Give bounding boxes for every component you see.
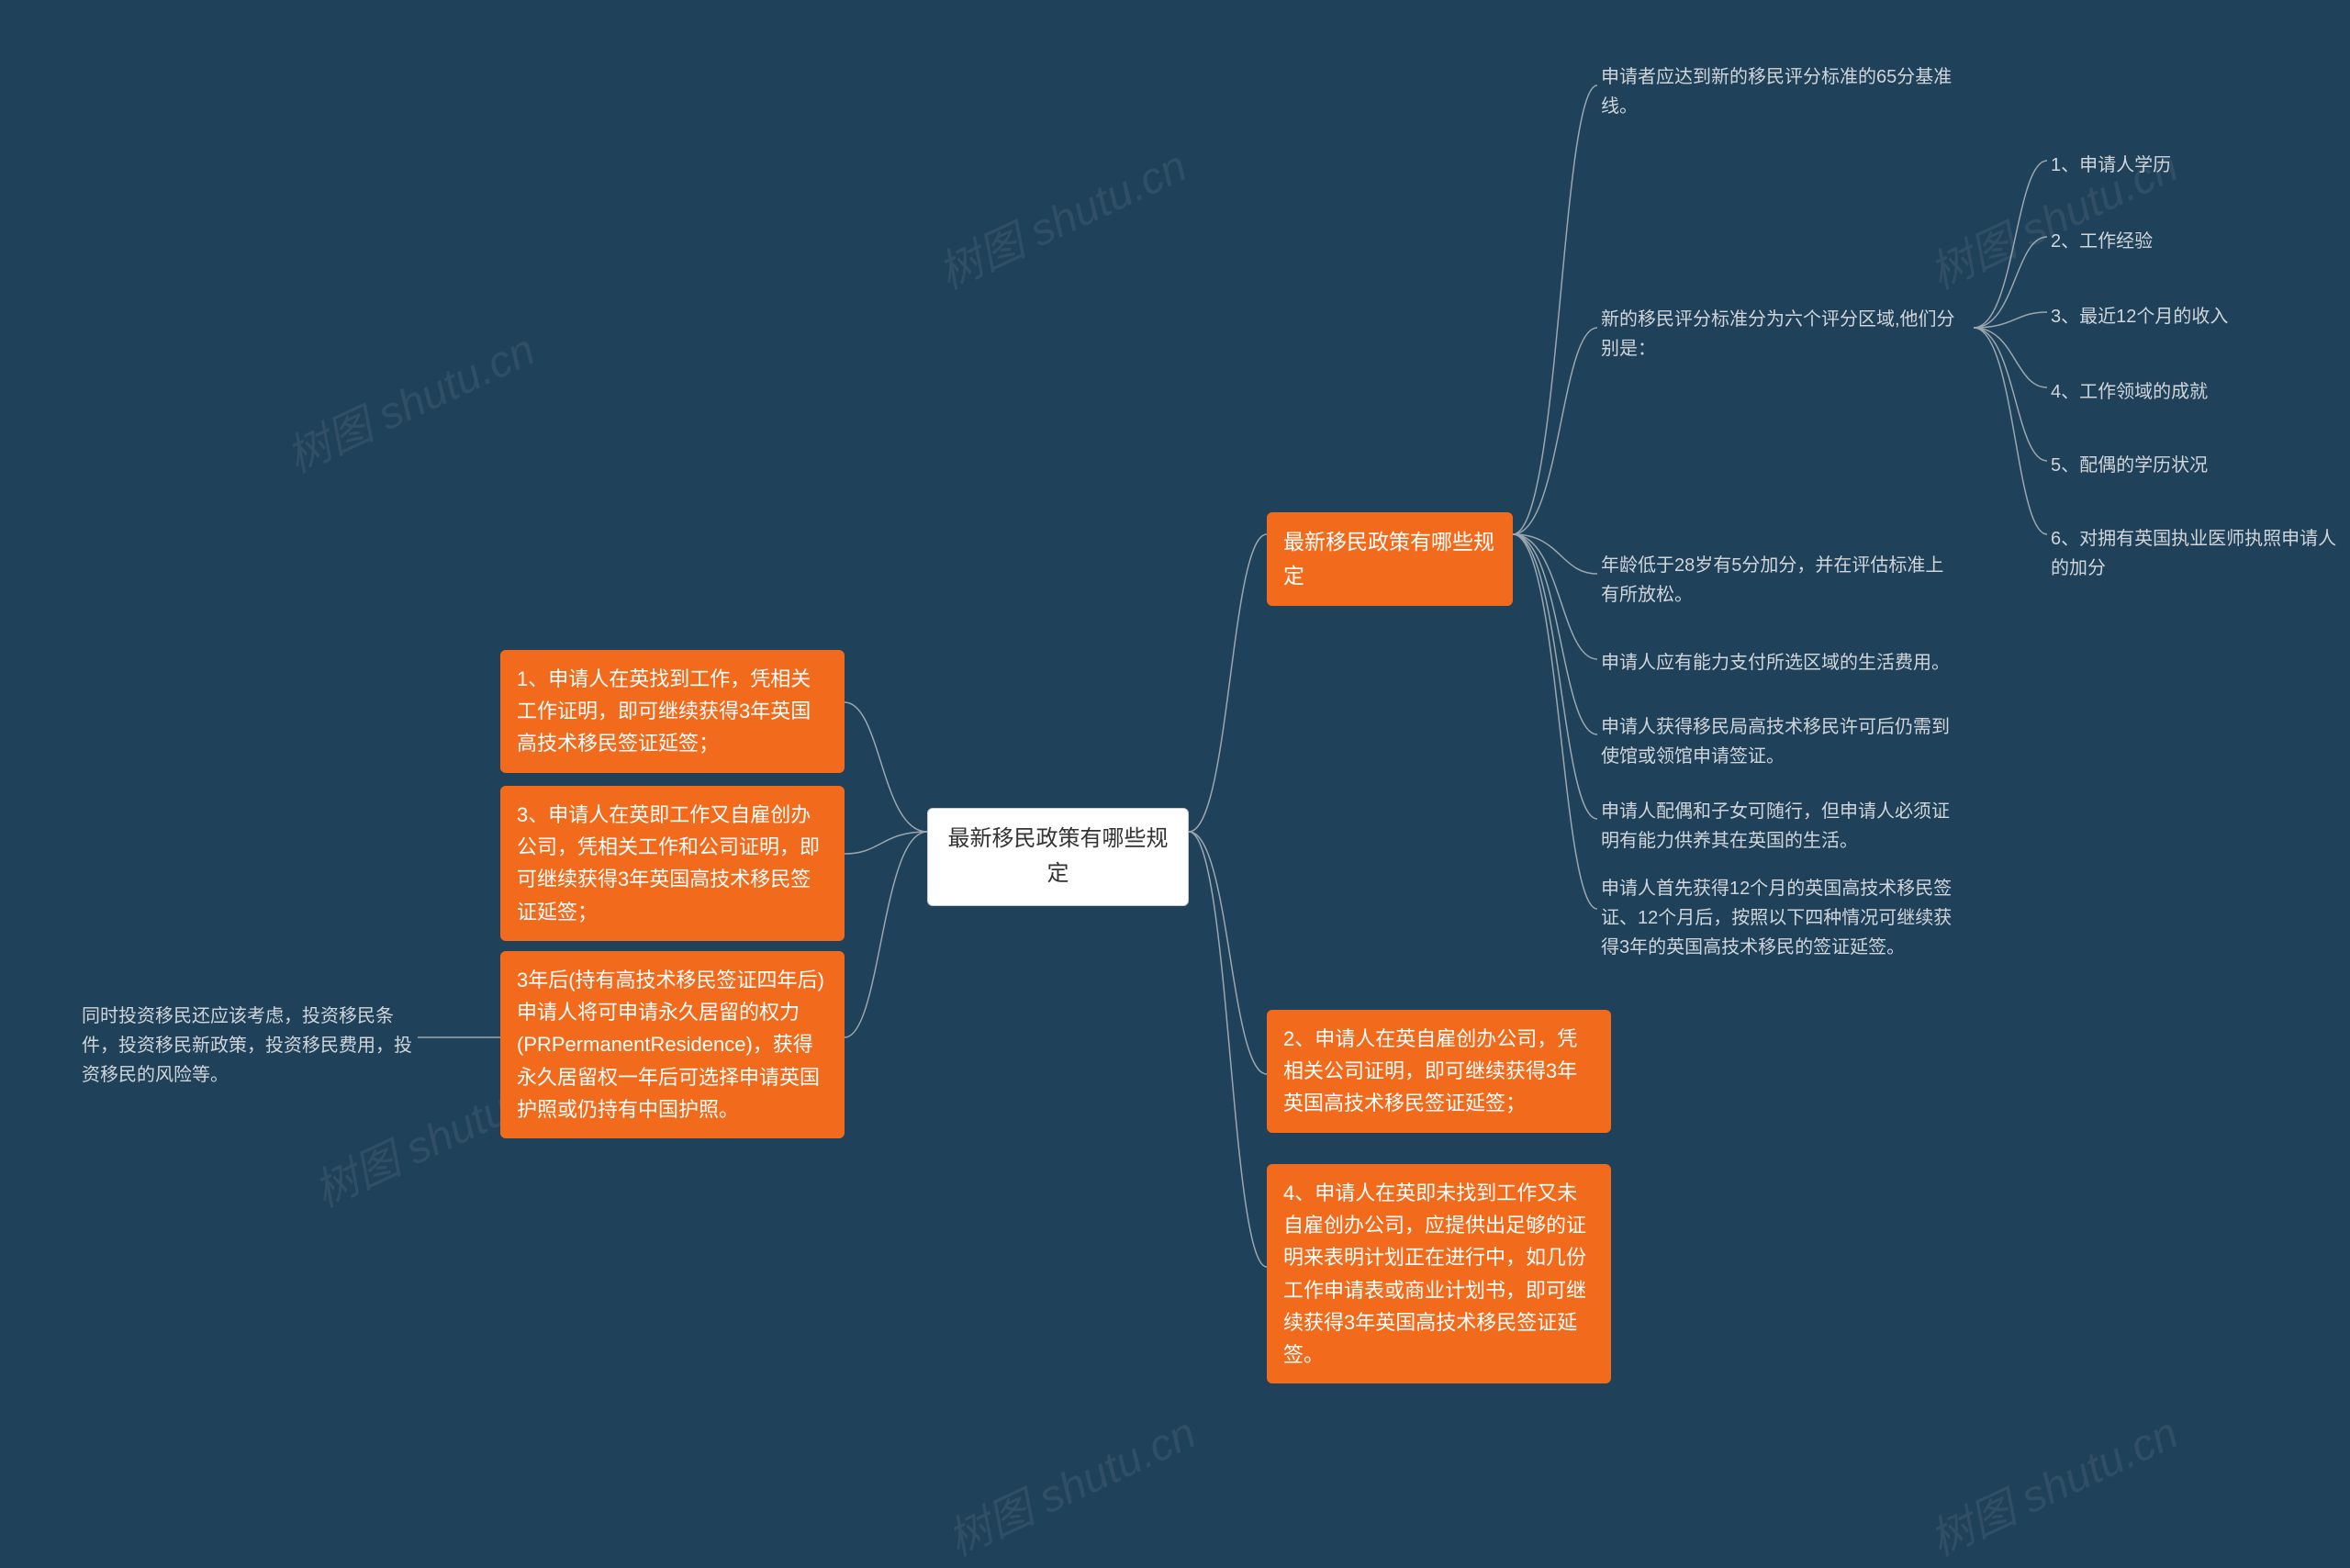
right-sub-3: 4、工作领域的成就 xyxy=(2047,372,2322,412)
watermark: 树图 shutu.cn xyxy=(1918,1397,2187,1568)
right-gray-3: 申请人应有能力支付所选区域的生活费用。 xyxy=(1597,643,1964,683)
watermark: 树图 shutu.cn xyxy=(274,314,543,485)
right-gray-2: 年龄低于28岁有5分加分，并在评估标准上有所放松。 xyxy=(1597,545,1964,615)
right-sub-0: 1、申请人学历 xyxy=(2047,145,2322,185)
right-sub-4: 5、配偶的学历状况 xyxy=(2047,445,2322,486)
right-gray-1: 新的移民评分标准分为六个评分区域,他们分别是： xyxy=(1597,299,1964,369)
right-sub-1: 2、工作经验 xyxy=(2047,221,2322,262)
right-orange-2[interactable]: 2、申请人在英自雇创办公司，凭相关公司证明，即可继续获得3年英国高技术移民签证延… xyxy=(1267,1010,1611,1133)
right-gray-0: 申请者应达到新的移民评分标准的65分基准线。 xyxy=(1597,57,1964,127)
watermark: 树图 shutu.cn xyxy=(935,1397,1204,1568)
left-node-1[interactable]: 1、申请人在英找到工作，凭相关工作证明，即可继续获得3年英国高技术移民签证延签； xyxy=(500,650,845,773)
left-leaf-invest: 同时投资移民还应该考虑，投资移民条件，投资移民新政策，投资移民费用，投资移民的风… xyxy=(78,996,418,1095)
right-gray-5: 申请人配偶和子女可随行，但申请人必须证明有能力供养其在英国的生活。 xyxy=(1597,791,1964,861)
right-orange-4[interactable]: 4、申请人在英即未找到工作又未自雇创办公司，应提供出足够的证明来表明计划正在进行… xyxy=(1267,1164,1611,1383)
left-node-3[interactable]: 3、申请人在英即工作又自雇创办公司，凭相关工作和公司证明，即可继续获得3年英国高… xyxy=(500,786,845,941)
watermark: 树图 shutu.cn xyxy=(926,130,1195,301)
right-sub-5: 6、对拥有英国执业医师执照申请人的加分 xyxy=(2047,519,2341,588)
right-gray-4: 申请人获得移民局高技术移民许可后仍需到使馆或领馆申请签证。 xyxy=(1597,707,1964,777)
root-node[interactable]: 最新移民政策有哪些规定 xyxy=(927,808,1189,906)
right-gray-6: 申请人首先获得12个月的英国高技术移民签证、12个月后，按照以下四种情况可继续获… xyxy=(1597,868,1964,968)
connector-lines xyxy=(0,0,2350,1540)
left-node-after3y[interactable]: 3年后(持有高技术移民签证四年后)申请人将可申请永久居留的权力(PRPerman… xyxy=(500,951,845,1138)
right-branch-title[interactable]: 最新移民政策有哪些规定 xyxy=(1267,512,1513,606)
right-sub-2: 3、最近12个月的收入 xyxy=(2047,297,2322,337)
